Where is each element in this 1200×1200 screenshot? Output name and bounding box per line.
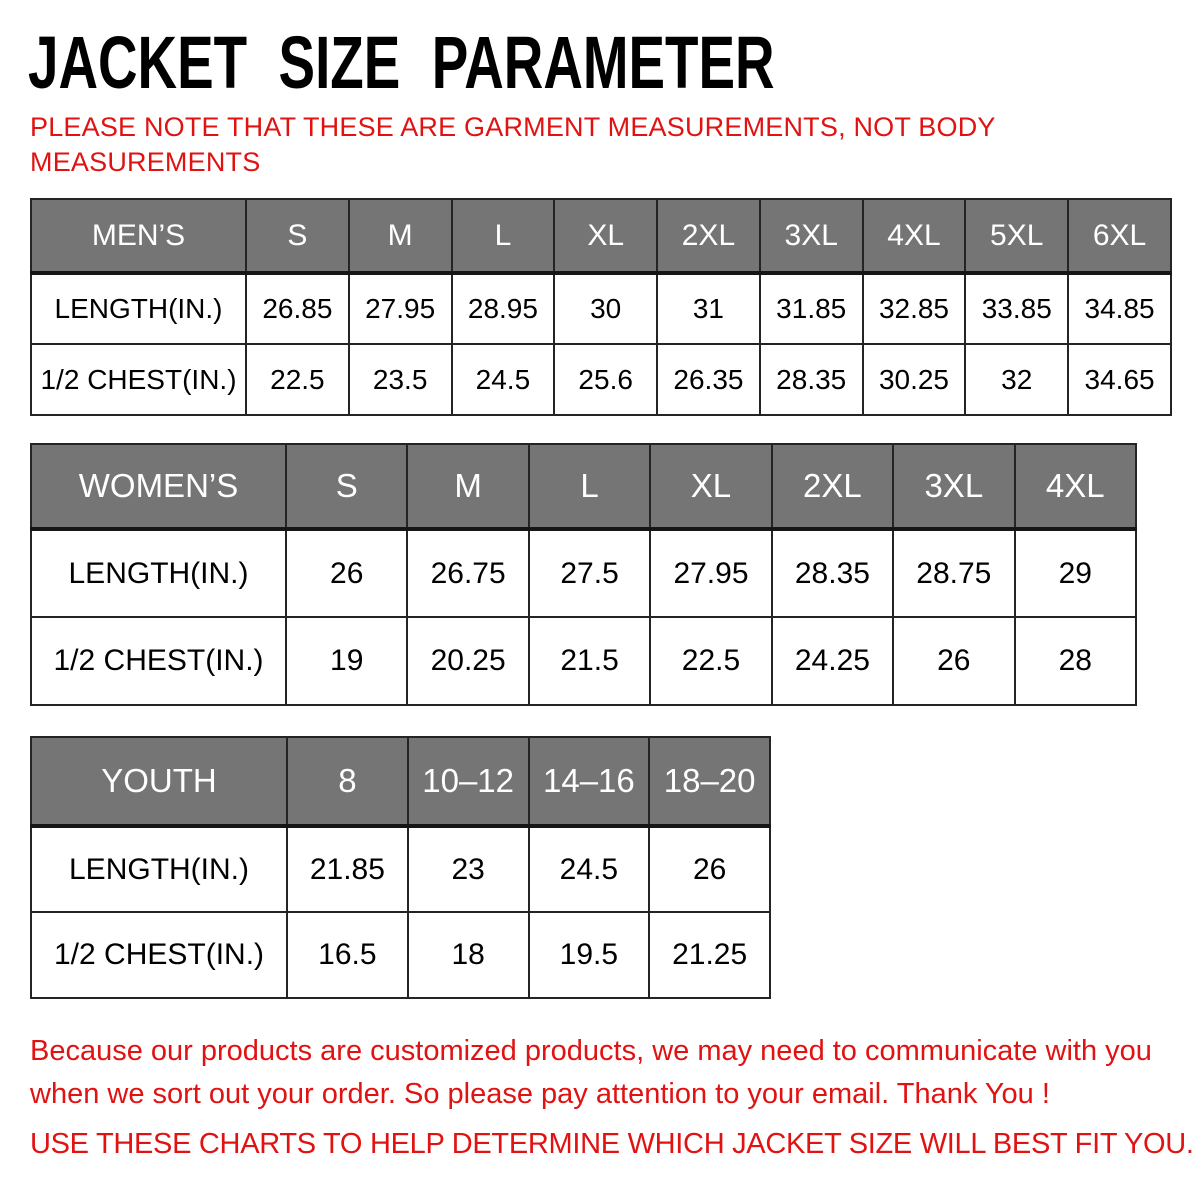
youth-size-header: 14–16 [527, 736, 651, 828]
mens-value-cell: 27.95 [347, 272, 453, 345]
mens-size-header: S [245, 198, 350, 275]
womens-value-cell: 28 [1013, 616, 1138, 706]
youth-value-cell: 16.5 [286, 911, 409, 999]
womens-value-cell: 24.25 [770, 616, 895, 706]
womens-measurement-row: 1/2 CHEST(IN.) 19 20.25 21.5 22.5 24.25 26 28 [30, 616, 1138, 706]
womens-group-header: WOMEN’S [30, 443, 287, 531]
mens-size-header: 5XL [964, 198, 1070, 275]
womens-row-label: 1/2 CHEST(IN.) [30, 616, 287, 706]
youth-row-label: 1/2 CHEST(IN.) [30, 911, 288, 999]
customization-notice-line2: when we sort out your order. So please p… [30, 1078, 1050, 1110]
youth-value-cell: 18 [406, 911, 530, 999]
womens-value-cell: 27.5 [527, 528, 652, 618]
chart-usage-advice: USE THESE CHARTS TO HELP DETERMINE WHICH… [30, 1128, 1194, 1160]
mens-size-table: MEN’S S M L XL 2XL 3XL 4XL 5XL 6XL LENGTH(IN.) 26.8… [30, 198, 1172, 416]
youth-value-cell: 24.5 [527, 825, 651, 913]
youth-value-cell: 21.25 [648, 911, 771, 999]
customization-notice-line1: Because our products are customized prod… [30, 1035, 1152, 1067]
mens-value-cell: 33.85 [964, 272, 1070, 345]
youth-row-label: LENGTH(IN.) [30, 825, 288, 913]
womens-value-cell: 28.35 [770, 528, 895, 618]
womens-measurement-row: LENGTH(IN.) 26 26.75 27.5 27.95 28.35 28.75 29 [30, 528, 1138, 618]
womens-size-header: L [527, 443, 652, 531]
mens-size-header: M [347, 198, 453, 275]
youth-size-header: 10–12 [406, 736, 530, 828]
youth-value-cell: 19.5 [527, 911, 651, 999]
mens-value-cell: 23.5 [347, 343, 453, 416]
womens-value-cell: 22.5 [649, 616, 773, 706]
womens-value-cell: 20.25 [406, 616, 530, 706]
womens-size-header: 2XL [770, 443, 895, 531]
mens-value-cell: 26.85 [245, 272, 350, 345]
mens-value-cell: 22.5 [245, 343, 350, 416]
mens-value-cell: 25.6 [553, 343, 659, 416]
garment-measurement-note-line1: PLEASE NOTE THAT THESE ARE GARMENT MEASU… [30, 112, 996, 142]
womens-value-cell: 29 [1013, 528, 1138, 618]
mens-value-cell: 34.85 [1067, 272, 1172, 345]
womens-value-cell: 19 [284, 616, 409, 706]
customization-notice: Because our products are customized prod… [30, 1030, 1195, 1116]
womens-size-header: M [406, 443, 530, 531]
mens-value-cell: 32.85 [861, 272, 967, 345]
womens-value-cell: 27.95 [649, 528, 773, 618]
mens-value-cell: 32 [964, 343, 1070, 416]
youth-measurement-row: 1/2 CHEST(IN.) 16.5 18 19.5 21.25 [30, 911, 771, 999]
womens-row-label: LENGTH(IN.) [30, 528, 287, 618]
womens-value-cell: 26 [892, 616, 1016, 706]
mens-size-header: 4XL [861, 198, 967, 275]
womens-size-header: 4XL [1013, 443, 1138, 531]
youth-size-header: 8 [286, 736, 409, 828]
youth-value-cell: 26 [648, 825, 771, 913]
mens-size-header: L [450, 198, 556, 275]
mens-value-cell: 34.65 [1067, 343, 1172, 416]
womens-value-cell: 28.75 [892, 528, 1016, 618]
mens-group-header: MEN’S [30, 198, 247, 275]
mens-row-label: LENGTH(IN.) [30, 272, 247, 345]
youth-size-header: 18–20 [648, 736, 771, 828]
garment-measurement-note: PLEASE NOTE THAT THESE ARE GARMENT MEASU… [30, 110, 996, 180]
mens-row-label: 1/2 CHEST(IN.) [30, 343, 247, 416]
mens-size-header: 3XL [758, 198, 864, 275]
mens-value-cell: 31.85 [758, 272, 864, 345]
youth-group-header: YOUTH [30, 736, 288, 828]
womens-value-cell: 26 [284, 528, 409, 618]
youth-measurement-row: LENGTH(IN.) 21.85 23 24.5 26 [30, 825, 771, 913]
womens-value-cell: 26.75 [406, 528, 530, 618]
mens-value-cell: 31 [656, 272, 761, 345]
youth-size-table: YOUTH 8 10–12 14–16 18–20 LENGTH(IN.) 21.85 23 2… [30, 736, 771, 999]
mens-value-cell: 28.35 [758, 343, 864, 416]
mens-value-cell: 30.25 [861, 343, 967, 416]
page-title: JACKET SIZE PARAMETER [28, 21, 775, 104]
womens-size-table: WOMEN’S S M L XL 2XL 3XL 4XL LENGTH(IN.) 26 26.75 2… [30, 443, 1138, 706]
mens-size-header: 2XL [656, 198, 761, 275]
youth-value-cell: 21.85 [286, 825, 409, 913]
mens-value-cell: 24.5 [450, 343, 556, 416]
mens-value-cell: 28.95 [450, 272, 556, 345]
womens-size-header: S [284, 443, 409, 531]
womens-size-header: XL [649, 443, 773, 531]
youth-value-cell: 23 [406, 825, 530, 913]
mens-measurement-row: 1/2 CHEST(IN.) 22.5 23.5 24.5 25.6 26.35 28.35… [30, 343, 1172, 416]
mens-value-cell: 26.35 [656, 343, 761, 416]
womens-value-cell: 21.5 [527, 616, 652, 706]
womens-size-header: 3XL [892, 443, 1016, 531]
mens-size-header: 6XL [1067, 198, 1172, 275]
garment-measurement-note-line2: MEASUREMENTS [30, 147, 261, 177]
mens-measurement-row: LENGTH(IN.) 26.85 27.95 28.95 30 31 31.85 32.85… [30, 272, 1172, 345]
mens-value-cell: 30 [553, 272, 659, 345]
mens-size-header: XL [553, 198, 659, 275]
